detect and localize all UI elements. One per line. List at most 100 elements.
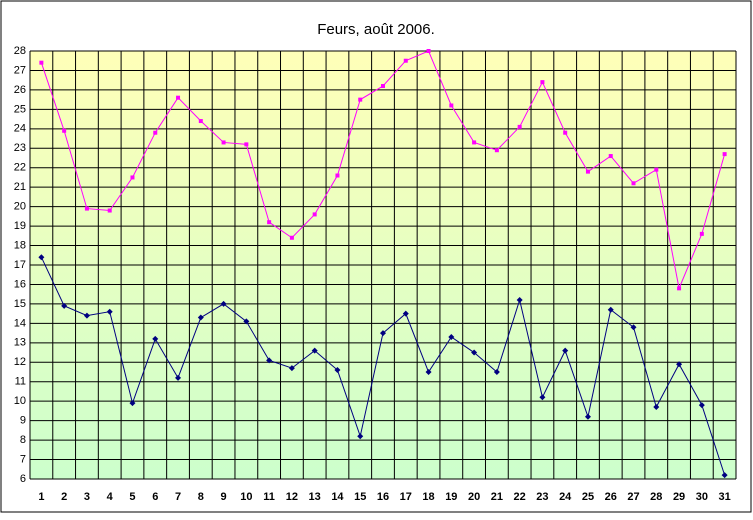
data-point bbox=[335, 173, 340, 178]
data-point bbox=[312, 212, 317, 217]
data-point bbox=[175, 374, 182, 381]
data-point bbox=[61, 302, 68, 309]
data-point bbox=[39, 60, 44, 65]
y-tick-label: 18 bbox=[14, 239, 26, 251]
data-point bbox=[380, 330, 386, 337]
y-tick-label: 6 bbox=[20, 473, 26, 485]
data-point bbox=[584, 413, 591, 420]
y-tick-label: 19 bbox=[14, 220, 26, 232]
data-point bbox=[220, 300, 227, 307]
data-point bbox=[540, 80, 545, 85]
data-point bbox=[585, 169, 590, 174]
data-point bbox=[722, 152, 727, 157]
x-tick-label: 25 bbox=[582, 491, 594, 503]
y-tick-label: 10 bbox=[14, 395, 26, 407]
y-tick-label: 9 bbox=[20, 415, 26, 427]
data-point bbox=[631, 181, 636, 186]
y-tick-label: 21 bbox=[14, 181, 26, 193]
x-tick-label: 27 bbox=[627, 491, 639, 503]
y-tick-label: 16 bbox=[14, 278, 26, 290]
data-point bbox=[266, 357, 273, 364]
y-tick-label: 23 bbox=[14, 142, 26, 154]
data-point bbox=[152, 335, 159, 342]
y-tick-label: 11 bbox=[15, 376, 26, 388]
y-tick-label: 20 bbox=[14, 201, 26, 213]
data-point bbox=[198, 119, 203, 124]
data-point bbox=[267, 220, 272, 225]
data-point bbox=[221, 140, 226, 145]
x-tick-label: 20 bbox=[468, 491, 480, 503]
x-tick-label: 12 bbox=[286, 491, 298, 503]
data-point bbox=[539, 394, 546, 401]
x-tick-label: 8 bbox=[198, 491, 204, 503]
x-tick-label: 11 bbox=[263, 491, 275, 503]
x-tick-label: 14 bbox=[331, 491, 344, 503]
y-tick-label: 28 bbox=[14, 45, 26, 57]
x-tick-label: 26 bbox=[605, 491, 617, 503]
data-point bbox=[493, 369, 500, 375]
data-point bbox=[607, 306, 614, 313]
x-tick-label: 5 bbox=[129, 491, 135, 503]
x-tick-label: 3 bbox=[84, 491, 90, 503]
data-point bbox=[699, 231, 704, 236]
chart-title: Feurs, août 2006. bbox=[317, 21, 435, 38]
data-point bbox=[426, 49, 431, 53]
data-point bbox=[654, 167, 659, 172]
data-point bbox=[130, 175, 135, 180]
data-point bbox=[425, 369, 432, 375]
y-tick-label: 27 bbox=[14, 64, 26, 76]
data-point bbox=[449, 103, 454, 108]
x-tick-label: 17 bbox=[400, 491, 412, 503]
y-tick-label: 13 bbox=[14, 337, 26, 349]
x-tick-label: 29 bbox=[673, 491, 685, 503]
x-tick-label: 21 bbox=[491, 491, 503, 503]
y-tick-label: 22 bbox=[14, 162, 26, 174]
x-tick-label: 24 bbox=[559, 491, 572, 503]
data-point bbox=[334, 367, 341, 374]
data-point bbox=[516, 297, 523, 304]
y-tick-label: 7 bbox=[20, 453, 26, 465]
y-tick-label: 14 bbox=[14, 317, 26, 329]
y-tick-label: 15 bbox=[14, 298, 26, 310]
data-point bbox=[608, 154, 613, 159]
data-point bbox=[698, 402, 705, 409]
x-tick-label: 13 bbox=[309, 491, 321, 503]
data-point bbox=[563, 130, 568, 135]
x-tick-label: 9 bbox=[221, 491, 227, 503]
data-point bbox=[381, 84, 385, 89]
data-point bbox=[358, 97, 363, 102]
y-tick-label: 24 bbox=[14, 123, 26, 135]
x-tick-label: 31 bbox=[718, 491, 730, 503]
y-tick-label: 12 bbox=[14, 356, 26, 368]
x-tick-label: 22 bbox=[514, 491, 526, 503]
data-point bbox=[289, 235, 294, 240]
data-point bbox=[676, 361, 683, 368]
x-tick-label: 23 bbox=[536, 491, 548, 503]
x-tick-label: 18 bbox=[422, 491, 434, 503]
x-tick-label: 4 bbox=[107, 491, 114, 503]
data-point bbox=[630, 324, 637, 331]
data-point bbox=[129, 400, 136, 407]
data-point bbox=[471, 349, 478, 356]
y-tick-label: 8 bbox=[20, 434, 26, 446]
data-point bbox=[176, 95, 181, 100]
x-tick-label: 6 bbox=[152, 491, 158, 503]
data-point bbox=[84, 206, 89, 211]
data-point bbox=[721, 472, 728, 479]
data-point bbox=[153, 130, 158, 135]
data-point bbox=[472, 140, 477, 145]
data-point bbox=[244, 142, 249, 147]
data-point bbox=[403, 58, 408, 63]
data-point bbox=[653, 404, 660, 411]
data-point bbox=[197, 314, 204, 321]
data-point bbox=[311, 347, 318, 354]
data-point bbox=[107, 208, 112, 213]
x-tick-label: 30 bbox=[696, 491, 708, 503]
y-tick-label: 17 bbox=[14, 259, 26, 271]
x-tick-label: 7 bbox=[175, 491, 181, 503]
data-point bbox=[62, 128, 67, 133]
y-tick-label: 26 bbox=[14, 84, 26, 96]
data-point bbox=[243, 318, 250, 325]
data-point bbox=[677, 286, 682, 291]
